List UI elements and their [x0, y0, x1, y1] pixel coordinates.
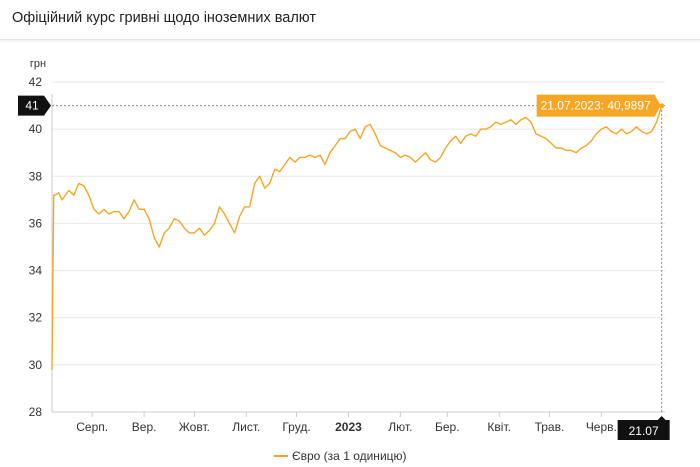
y-tick-label: 28	[29, 405, 43, 419]
reference-label: 41	[25, 99, 39, 113]
x-tick-label: Трав.	[535, 420, 565, 434]
y-tick-label: 40	[29, 122, 43, 136]
x-tick-label: Вер.	[132, 420, 157, 434]
reference-line-group: 41	[18, 95, 665, 116]
y-tick-label: 38	[29, 169, 43, 183]
legend[interactable]: Євро (за 1 одиницю)	[274, 449, 407, 463]
card-header: Офіційний курс гривні щодо іноземних вал…	[0, 0, 700, 40]
x-cursor-badge	[617, 416, 670, 440]
x-tick-label: Квіт.	[487, 420, 511, 434]
series-layer	[51, 105, 663, 370]
y-tick-label: 42	[29, 75, 43, 89]
x-tick-label: Бер.	[435, 420, 460, 434]
x-tick-label: Серп.	[76, 420, 108, 434]
x-tick-label: Жовт.	[179, 420, 210, 434]
y-tick-labels: 28 30 32 34 36 38 40 42	[29, 75, 43, 419]
x-tick-label: Лют.	[388, 420, 412, 434]
y-tick-label: 32	[29, 311, 43, 325]
tooltip-box	[536, 94, 661, 117]
y-tick-label: 36	[29, 216, 43, 230]
reference-badge	[18, 95, 51, 116]
y-tick-label: 34	[29, 264, 43, 278]
series-line-euro	[51, 105, 663, 370]
y-axis-label: грн	[30, 58, 46, 70]
x-tick-labels: Серп. Вер. Жовт. Лист. Груд. 2023 Лют. Бер. Квіт…	[76, 412, 617, 434]
x-cursor-label: 21.07	[629, 424, 659, 438]
overlay-layer: 21.07.2023: 40,9897 21.07	[536, 94, 670, 440]
legend-label-euro: Євро (за 1 одиницю)	[292, 449, 407, 463]
hover-point	[659, 103, 665, 109]
tooltip-text: 21.07.2023: 40,9897	[541, 99, 651, 113]
x-tick-label: Черв.	[586, 420, 617, 434]
page-title: Офіційний курс гривні щодо іноземних вал…	[12, 10, 317, 26]
x-tick-label: Лист.	[232, 420, 260, 434]
exchange-rate-chart: грн 28 30 32 34 36 38 40 42 Серп. Вер. Жовт. Лист.…	[18, 58, 670, 463]
x-tick-label: 2023	[335, 420, 362, 434]
grid-layer	[52, 81, 665, 413]
y-tick-label: 30	[29, 358, 43, 372]
x-tick-label: Груд.	[282, 420, 310, 434]
